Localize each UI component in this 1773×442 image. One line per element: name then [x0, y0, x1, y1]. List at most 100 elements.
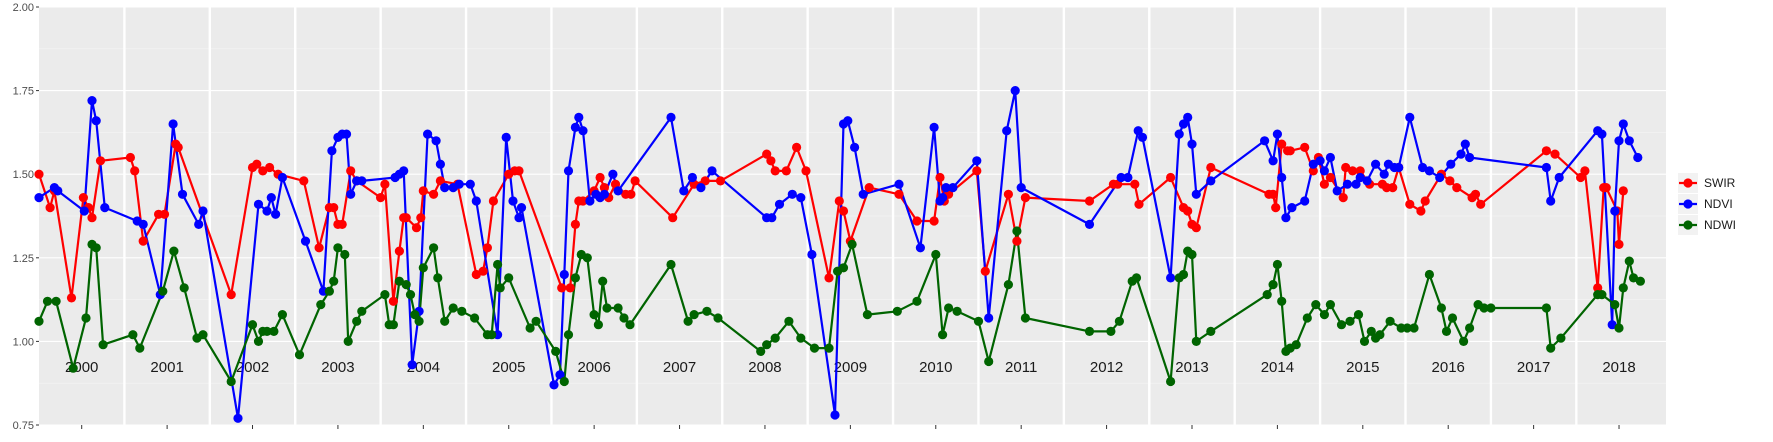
- ndwi-point: [1319, 310, 1329, 320]
- swir-point: [565, 283, 575, 293]
- ndvi-point: [1597, 129, 1607, 139]
- ndvi-point: [1123, 172, 1133, 183]
- ndvi-point: [1178, 119, 1189, 129]
- ndwi-point: [1262, 290, 1272, 300]
- ndvi-point: [277, 172, 287, 183]
- ndvi-point: [1541, 162, 1551, 173]
- ndvi-point: [1633, 152, 1643, 163]
- swir-point: [1003, 189, 1014, 199]
- swir-point: [1319, 179, 1329, 189]
- swir-point: [1134, 199, 1144, 209]
- swir-point: [159, 209, 170, 219]
- ndvi-point: [423, 129, 433, 139]
- ndwi-point: [1628, 273, 1639, 283]
- ndvi-point: [563, 166, 574, 176]
- ndvi-point: [1187, 139, 1197, 149]
- ndwi-point: [405, 290, 416, 300]
- ndwi-point: [559, 376, 569, 387]
- ndwi-point: [1187, 249, 1197, 260]
- ndwi-point: [343, 336, 353, 346]
- swir-point: [411, 223, 422, 233]
- swir-point: [935, 172, 945, 183]
- swir-point: [130, 166, 140, 176]
- ndvi-point: [87, 96, 97, 106]
- swir-point: [252, 159, 262, 169]
- ndwi-point: [495, 283, 505, 293]
- ndwi-point: [1618, 283, 1628, 293]
- ndwi-point: [892, 306, 902, 316]
- ndwi-point: [551, 346, 561, 356]
- ndwi-point: [683, 316, 693, 326]
- ndvi-point: [1342, 179, 1352, 189]
- ndwi-point: [179, 283, 189, 293]
- ndwi-point: [1353, 310, 1364, 320]
- ndwi-point: [1178, 269, 1189, 280]
- ndvi-point: [585, 196, 595, 206]
- ndvi-point: [1260, 136, 1270, 146]
- ndwi-point: [570, 273, 581, 283]
- ndvi-point: [1394, 162, 1404, 173]
- swir-point: [1325, 172, 1335, 183]
- swir-point: [864, 183, 874, 193]
- y-tick-label: 0.75: [13, 420, 34, 432]
- ndwi-point: [1424, 269, 1434, 280]
- ndvi-point: [1137, 132, 1148, 142]
- ndwi-point: [593, 320, 604, 330]
- ndwi-point: [1311, 300, 1321, 310]
- ndvi-point: [262, 206, 272, 216]
- ndvi-point: [1268, 156, 1278, 166]
- ndwi-point: [1375, 330, 1385, 340]
- ndwi-point: [380, 290, 390, 300]
- ndwi-point: [563, 330, 574, 340]
- ndwi-point: [862, 310, 873, 320]
- ndvi-point: [696, 183, 706, 193]
- ndvi-point: [327, 146, 337, 156]
- legend-key-point-ndwi: [1683, 220, 1693, 230]
- ndwi-point: [1459, 336, 1469, 346]
- ndwi-point: [598, 276, 608, 286]
- ndvi-point: [1002, 126, 1012, 136]
- ndwi-point: [333, 243, 343, 253]
- ndwi-point: [796, 333, 806, 343]
- ndvi-point: [1084, 219, 1095, 229]
- swir-point: [1341, 162, 1351, 173]
- ndwi-point: [702, 306, 712, 316]
- ndvi-point: [1166, 273, 1176, 283]
- swir-point: [1206, 162, 1216, 173]
- ndwi-point: [1359, 336, 1370, 346]
- ndvi-point: [516, 203, 527, 213]
- ndwi-point: [1385, 316, 1395, 326]
- swir-point: [630, 176, 640, 186]
- year-label: 2018: [1602, 359, 1635, 376]
- ndvi-point: [1554, 172, 1564, 183]
- ndvi-point: [53, 186, 63, 196]
- swir-point: [138, 236, 148, 246]
- ndwi-point: [824, 343, 834, 353]
- ndwi-point: [525, 323, 535, 333]
- ndwi-point: [352, 316, 362, 326]
- ndvi-point: [707, 166, 717, 176]
- ndvi-point: [1287, 203, 1297, 213]
- ndvi-point: [574, 112, 584, 122]
- year-labels: 2000 2001 2002 2003 2004 2005 2006 2007 2008 2009…: [65, 359, 1636, 376]
- ndvi-point: [608, 169, 618, 179]
- ndvi-point: [570, 122, 581, 132]
- ndvi-point: [454, 179, 464, 189]
- ndwi-point: [1624, 256, 1634, 266]
- swir-point: [972, 166, 982, 176]
- ndvi-point: [1206, 176, 1216, 186]
- swir-point: [801, 166, 811, 176]
- ndwi-point: [1465, 323, 1475, 333]
- ndwi-point: [912, 296, 922, 306]
- ndvi-point: [666, 112, 676, 122]
- ndwi-point: [1546, 343, 1556, 353]
- ndvi-point: [1308, 159, 1318, 169]
- swir-point: [1020, 193, 1030, 203]
- ndwi-point: [689, 310, 699, 320]
- ndvi-point: [1405, 112, 1415, 122]
- ndvi-point: [559, 269, 569, 280]
- ndwi-point: [1131, 273, 1142, 283]
- ndwi-point: [1272, 259, 1282, 270]
- ndvi-point: [194, 219, 204, 229]
- ndvi-point: [1607, 320, 1617, 330]
